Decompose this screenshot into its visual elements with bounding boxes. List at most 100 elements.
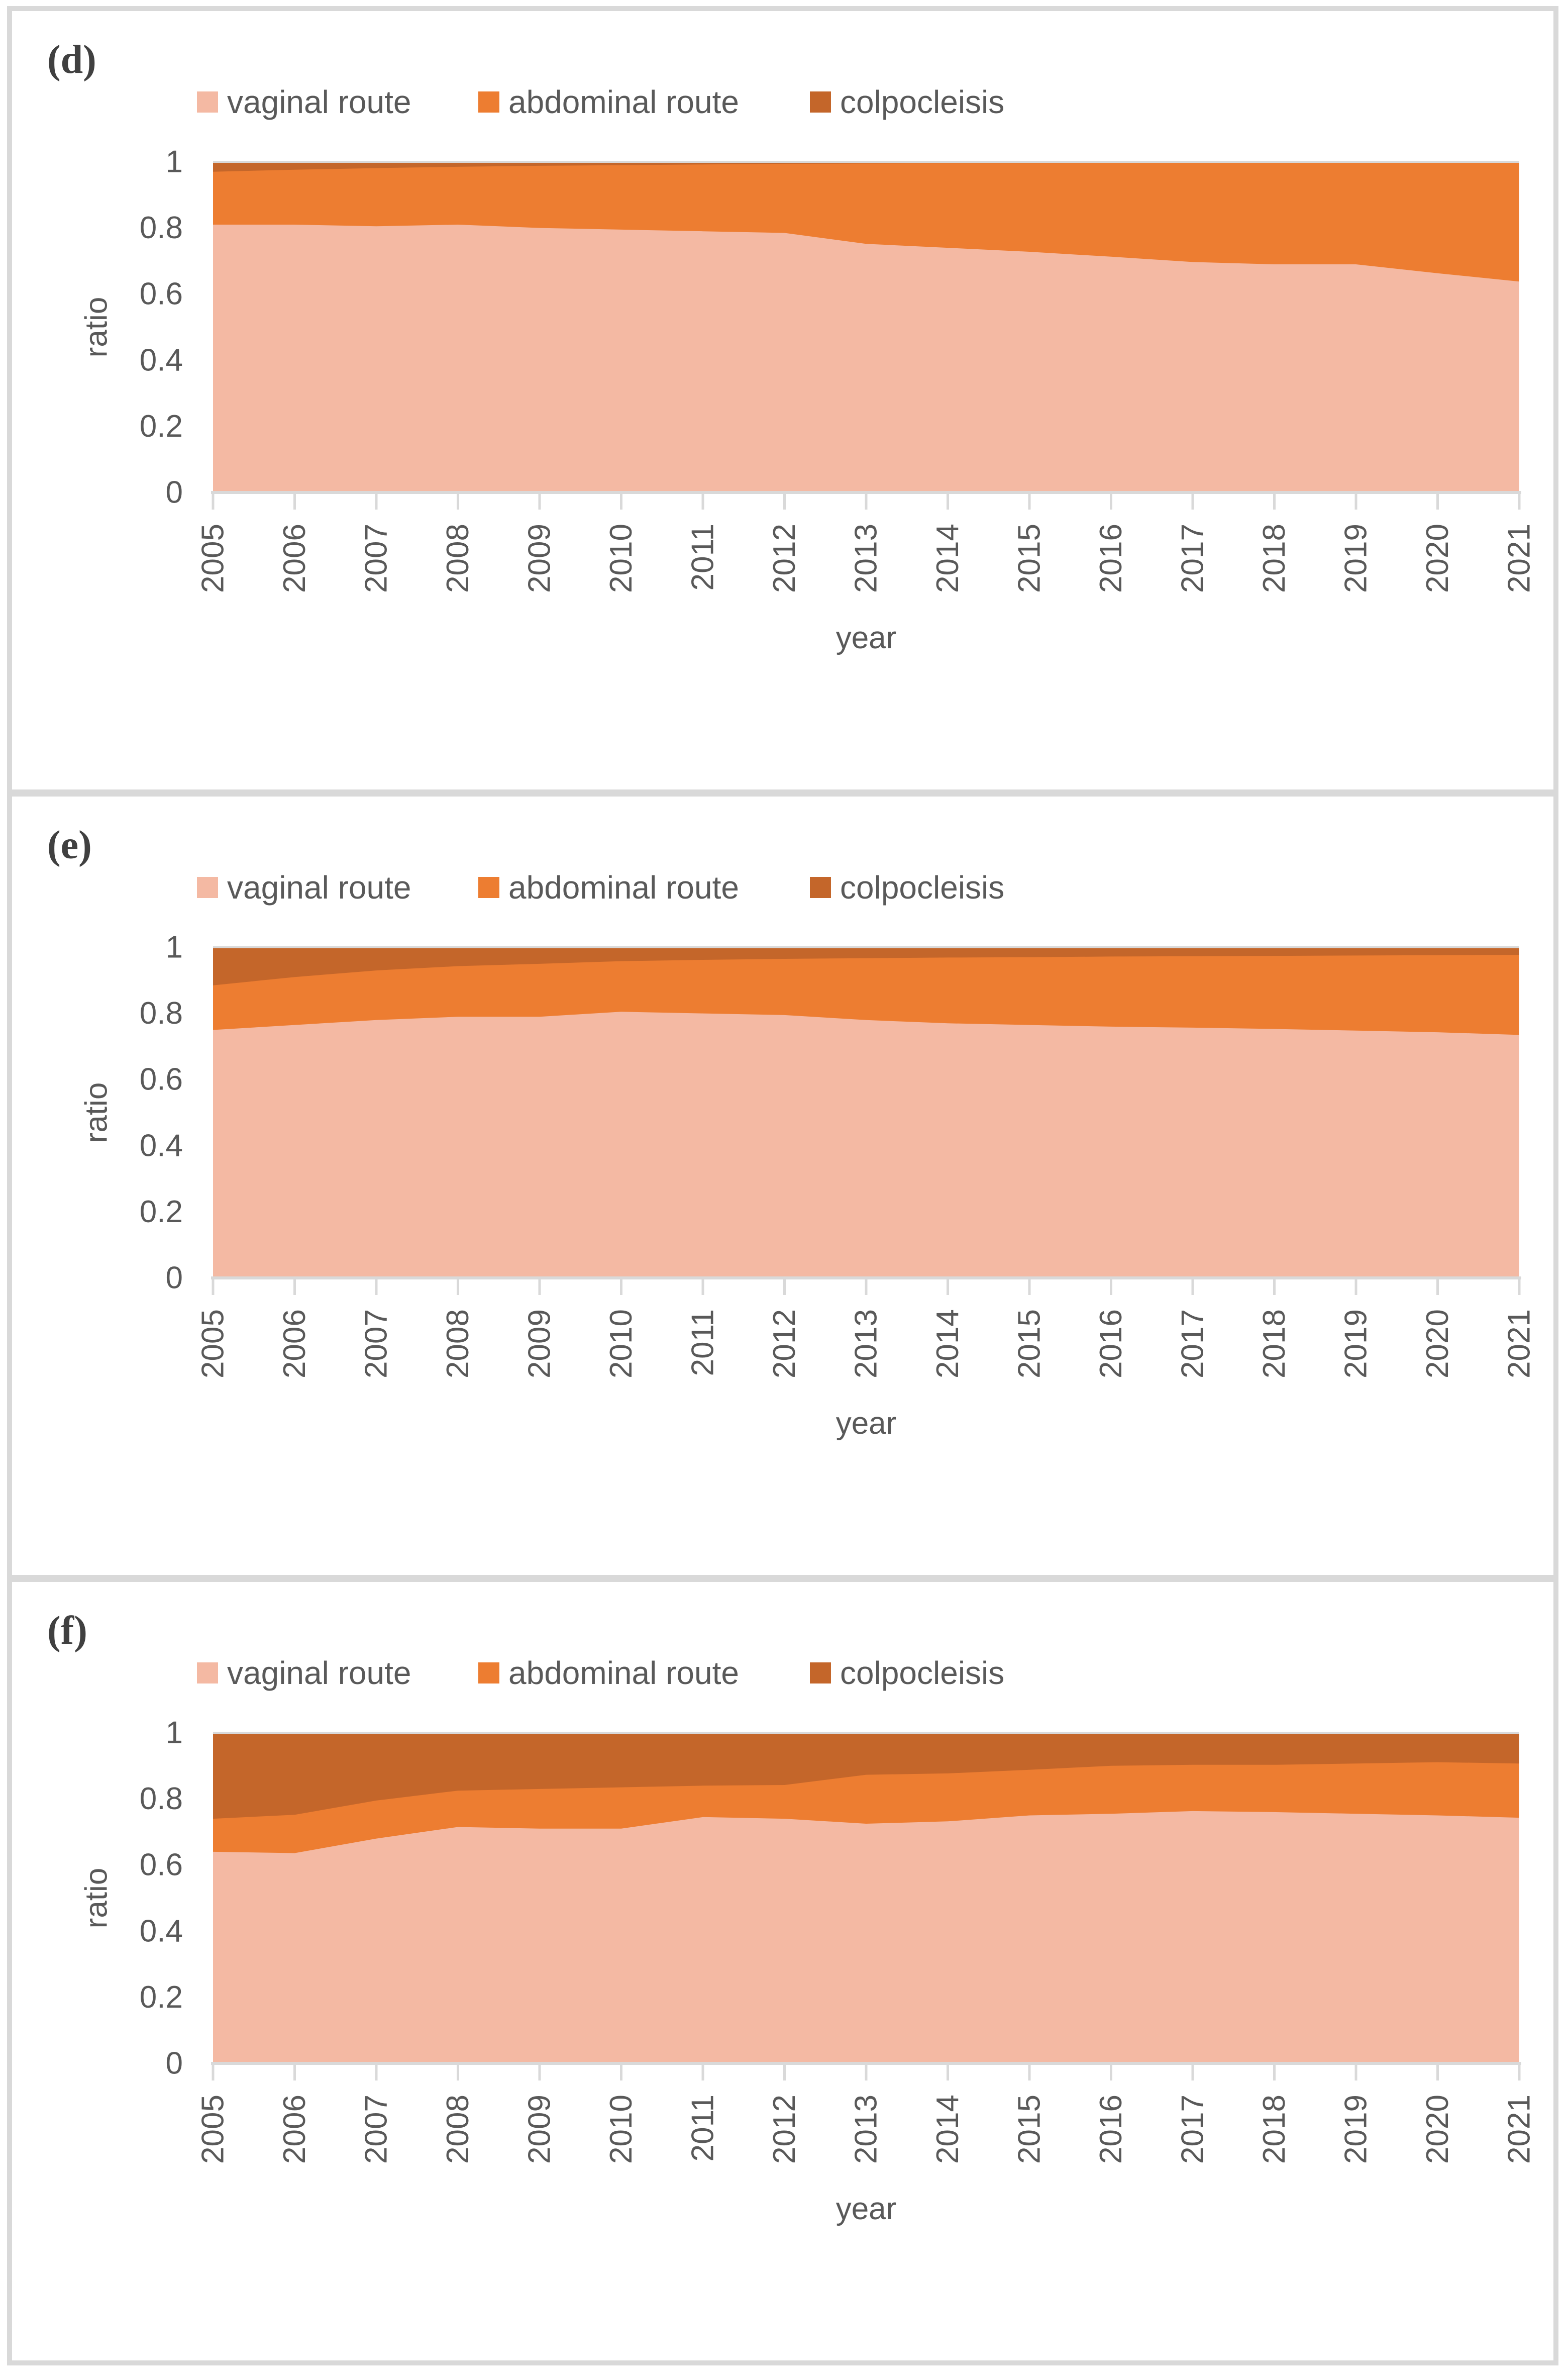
x-tick-label-2021: 2021 bbox=[1502, 524, 1537, 593]
x-tick-label-2020: 2020 bbox=[1420, 2095, 1455, 2164]
x-tick-label-2012: 2012 bbox=[767, 524, 802, 593]
x-tick-label-2014: 2014 bbox=[930, 1309, 965, 1378]
x-tick-label-2020: 2020 bbox=[1420, 524, 1455, 593]
area-vaginal-route bbox=[213, 225, 1519, 492]
x-tick-label-2016: 2016 bbox=[1094, 524, 1128, 593]
legend-swatch-abdominal-route-icon bbox=[478, 877, 499, 898]
y-tick-label-0.4: 0.4 bbox=[140, 343, 183, 377]
x-tick-label-2007: 2007 bbox=[359, 2095, 394, 2164]
y-tick-label-0: 0 bbox=[166, 1261, 183, 1296]
x-axis-title: year bbox=[836, 1406, 897, 1441]
legend-swatch-colpocleisis-icon bbox=[810, 91, 831, 113]
legend-item-vaginal-route: vaginal route bbox=[197, 869, 411, 906]
y-tick-label-0.4: 0.4 bbox=[140, 1128, 183, 1163]
legend-label-vaginal-route: vaginal route bbox=[227, 869, 411, 906]
y-tick-label-0.6: 0.6 bbox=[140, 1848, 183, 1883]
legend-item-colpocleisis: colpocleisis bbox=[810, 84, 1004, 120]
y-tick-label-0: 0 bbox=[166, 2046, 183, 2081]
legend-swatch-vaginal-route-icon bbox=[197, 1662, 218, 1683]
legend-item-abdominal-route: abdominal route bbox=[478, 1655, 739, 1691]
x-tick-label-2018: 2018 bbox=[1257, 1309, 1292, 1378]
legend-swatch-vaginal-route-icon bbox=[197, 91, 218, 113]
x-tick-label-2013: 2013 bbox=[849, 524, 884, 593]
y-tick-label-0.8: 0.8 bbox=[140, 996, 183, 1031]
y-tick-label-0.8: 0.8 bbox=[140, 1781, 183, 1816]
x-tick-label-2005: 2005 bbox=[196, 1309, 231, 1378]
x-tick-label-2013: 2013 bbox=[849, 1309, 884, 1378]
x-axis-title: year bbox=[836, 621, 897, 655]
x-axis-title: year bbox=[836, 2192, 897, 2226]
stacked-area-chart-f: 2005 2006 2007 2008 2009 2010 2011 2012 2013 2014… bbox=[79, 1716, 1537, 2227]
x-tick-label-2013: 2013 bbox=[849, 2095, 884, 2164]
legend-item-colpocleisis: colpocleisis bbox=[810, 869, 1005, 906]
x-tick-label-2005: 2005 bbox=[196, 2095, 231, 2164]
x-tick-label-2007: 2007 bbox=[359, 524, 394, 593]
figure-frame: (d) vaginal route abdominal route colpoc… bbox=[7, 6, 1558, 2365]
x-tick-label-2017: 2017 bbox=[1176, 1309, 1210, 1378]
legend-item-vaginal-route: vaginal route bbox=[197, 84, 411, 120]
legend-label-abdominal-route: abdominal route bbox=[508, 1655, 739, 1691]
x-tick-label-2008: 2008 bbox=[441, 524, 475, 593]
y-tick-label-0.2: 0.2 bbox=[140, 409, 183, 444]
legend-item-abdominal-route: abdominal route bbox=[478, 869, 739, 906]
x-tick-label-2019: 2019 bbox=[1339, 524, 1374, 593]
x-tick-label-2006: 2006 bbox=[277, 1309, 312, 1378]
legend-label-colpocleisis: colpocleisis bbox=[840, 1655, 1005, 1691]
area-vaginal-route bbox=[213, 1012, 1519, 1278]
x-tick-label-2019: 2019 bbox=[1339, 1309, 1374, 1378]
x-tick-label-2020: 2020 bbox=[1420, 1309, 1455, 1378]
x-tick-label-2010: 2010 bbox=[604, 1309, 639, 1378]
legend-label-abdominal-route: abdominal route bbox=[508, 869, 739, 906]
legend-label-vaginal-route: vaginal route bbox=[227, 1655, 411, 1691]
stacked-area-chart-d: 2005 2006 2007 2008 2009 2010 2011 2012 2013 2014… bbox=[79, 145, 1537, 656]
x-tick-label-2014: 2014 bbox=[930, 524, 965, 593]
legend-d: vaginal route abdominal route colpocleis… bbox=[12, 84, 1553, 120]
x-tick-label-2018: 2018 bbox=[1257, 2095, 1292, 2164]
x-tick-label-2015: 2015 bbox=[1012, 2095, 1047, 2164]
legend-f: vaginal route abdominal route colpocleis… bbox=[12, 1655, 1553, 1691]
x-tick-label-2021: 2021 bbox=[1502, 2095, 1537, 2164]
x-tick-label-2007: 2007 bbox=[359, 1309, 394, 1378]
x-tick-label-2010: 2010 bbox=[604, 524, 639, 593]
x-tick-label-2008: 2008 bbox=[441, 1309, 475, 1378]
x-tick-label-2021: 2021 bbox=[1502, 1309, 1537, 1378]
x-tick-label-2011: 2011 bbox=[686, 2095, 720, 2161]
legend-label-abdominal-route: abdominal route bbox=[508, 84, 739, 120]
panel-f: (f) vaginal route abdominal route colpoc… bbox=[12, 1582, 1553, 2360]
x-tick-label-2019: 2019 bbox=[1339, 2095, 1374, 2164]
y-tick-label-0.6: 0.6 bbox=[140, 277, 183, 312]
x-tick-label-2014: 2014 bbox=[930, 2095, 965, 2164]
y-tick-label-1: 1 bbox=[166, 145, 183, 179]
x-tick-label-2017: 2017 bbox=[1176, 2095, 1210, 2164]
legend-swatch-abdominal-route-icon bbox=[478, 91, 499, 113]
area-vaginal-route bbox=[213, 1811, 1519, 2063]
legend-e: vaginal route abdominal route colpocleis… bbox=[12, 869, 1553, 906]
x-tick-label-2009: 2009 bbox=[522, 524, 557, 593]
y-axis-title: ratio bbox=[79, 1082, 114, 1143]
x-tick-label-2006: 2006 bbox=[277, 524, 312, 593]
y-tick-label-0: 0 bbox=[166, 475, 183, 510]
y-tick-label-0.8: 0.8 bbox=[140, 211, 183, 245]
x-tick-label-2005: 2005 bbox=[196, 524, 231, 593]
x-tick-label-2009: 2009 bbox=[522, 2095, 557, 2164]
legend-swatch-vaginal-route-icon bbox=[197, 877, 218, 898]
x-tick-label-2016: 2016 bbox=[1094, 2095, 1128, 2164]
legend-label-vaginal-route: vaginal route bbox=[227, 84, 411, 120]
x-tick-label-2012: 2012 bbox=[767, 2095, 802, 2164]
y-tick-label-0.2: 0.2 bbox=[140, 1195, 183, 1229]
legend-swatch-colpocleisis-icon bbox=[810, 877, 831, 898]
stacked-area-chart-e: 2005 2006 2007 2008 2009 2010 2011 2012 2013 2014… bbox=[79, 930, 1537, 1441]
x-tick-label-2018: 2018 bbox=[1257, 524, 1292, 593]
x-tick-label-2006: 2006 bbox=[277, 2095, 312, 2164]
y-tick-label-1: 1 bbox=[166, 930, 183, 965]
y-axis-title: ratio bbox=[79, 297, 114, 358]
legend-item-colpocleisis: colpocleisis bbox=[810, 1655, 1004, 1691]
y-axis-title: ratio bbox=[79, 1868, 114, 1929]
legend-item-abdominal-route: abdominal route bbox=[478, 84, 739, 120]
legend-swatch-abdominal-route-icon bbox=[478, 1662, 499, 1683]
x-tick-label-2015: 2015 bbox=[1012, 524, 1047, 593]
legend-label-colpocleisis: colpocleisis bbox=[840, 869, 1005, 906]
x-tick-label-2010: 2010 bbox=[604, 2095, 639, 2164]
y-tick-label-0.4: 0.4 bbox=[140, 1914, 183, 1948]
legend-label-colpocleisis: colpocleisis bbox=[840, 84, 1005, 120]
